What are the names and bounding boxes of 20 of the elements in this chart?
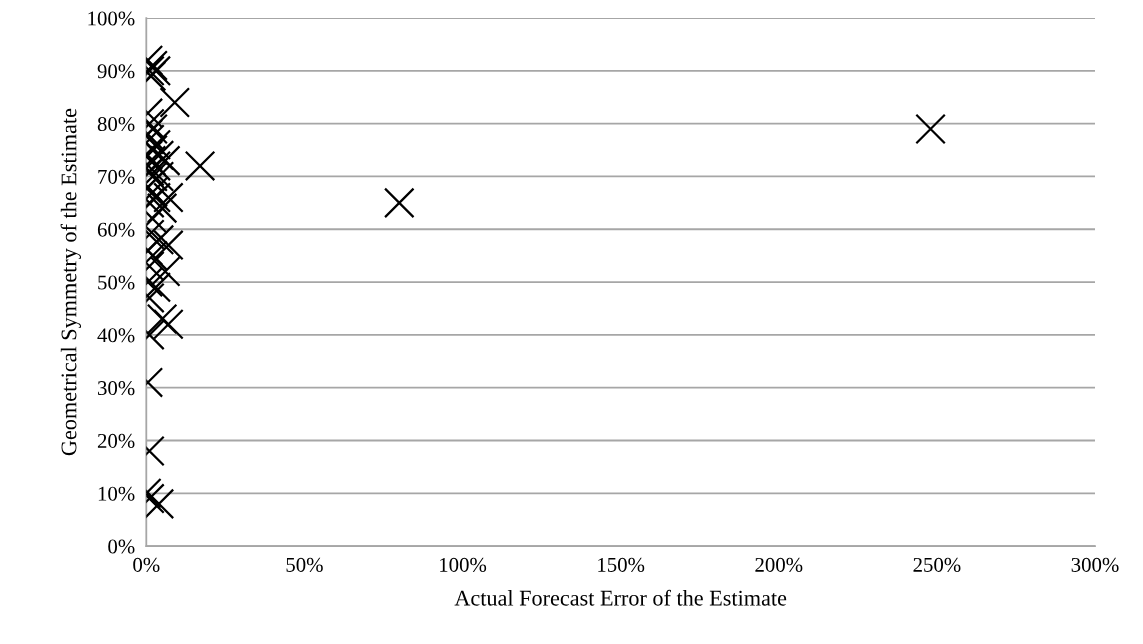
x-tick-label: 300% bbox=[1071, 557, 1119, 572]
y-tick-label: 20% bbox=[97, 433, 135, 448]
y-tick-label: 0% bbox=[108, 539, 135, 554]
x-tick-label: 250% bbox=[913, 557, 961, 572]
y-axis-title: Geometrical Symmetry of the Estimate bbox=[60, 108, 82, 456]
y-tick-label: 90% bbox=[97, 64, 135, 79]
y-tick-label: 80% bbox=[97, 117, 135, 132]
x-tick-label: 200% bbox=[755, 557, 803, 572]
y-tick-label: 100% bbox=[88, 11, 135, 26]
y-tick-label: 50% bbox=[98, 275, 135, 290]
y-tick-label: 70% bbox=[98, 169, 135, 184]
x-axis-title: Actual Forecast Error of the Estimate bbox=[454, 589, 787, 606]
x-tick-label: 100% bbox=[440, 557, 487, 572]
y-tick-label: 10% bbox=[98, 486, 135, 501]
y-tick-label: 30% bbox=[98, 381, 135, 396]
x-tick-label: 0% bbox=[133, 557, 160, 572]
y-tick-label: 60% bbox=[97, 222, 135, 237]
y-tick-label: 40% bbox=[97, 328, 135, 343]
x-tick-label: 50% bbox=[286, 557, 323, 572]
x-tick-label: 150% bbox=[598, 557, 645, 572]
